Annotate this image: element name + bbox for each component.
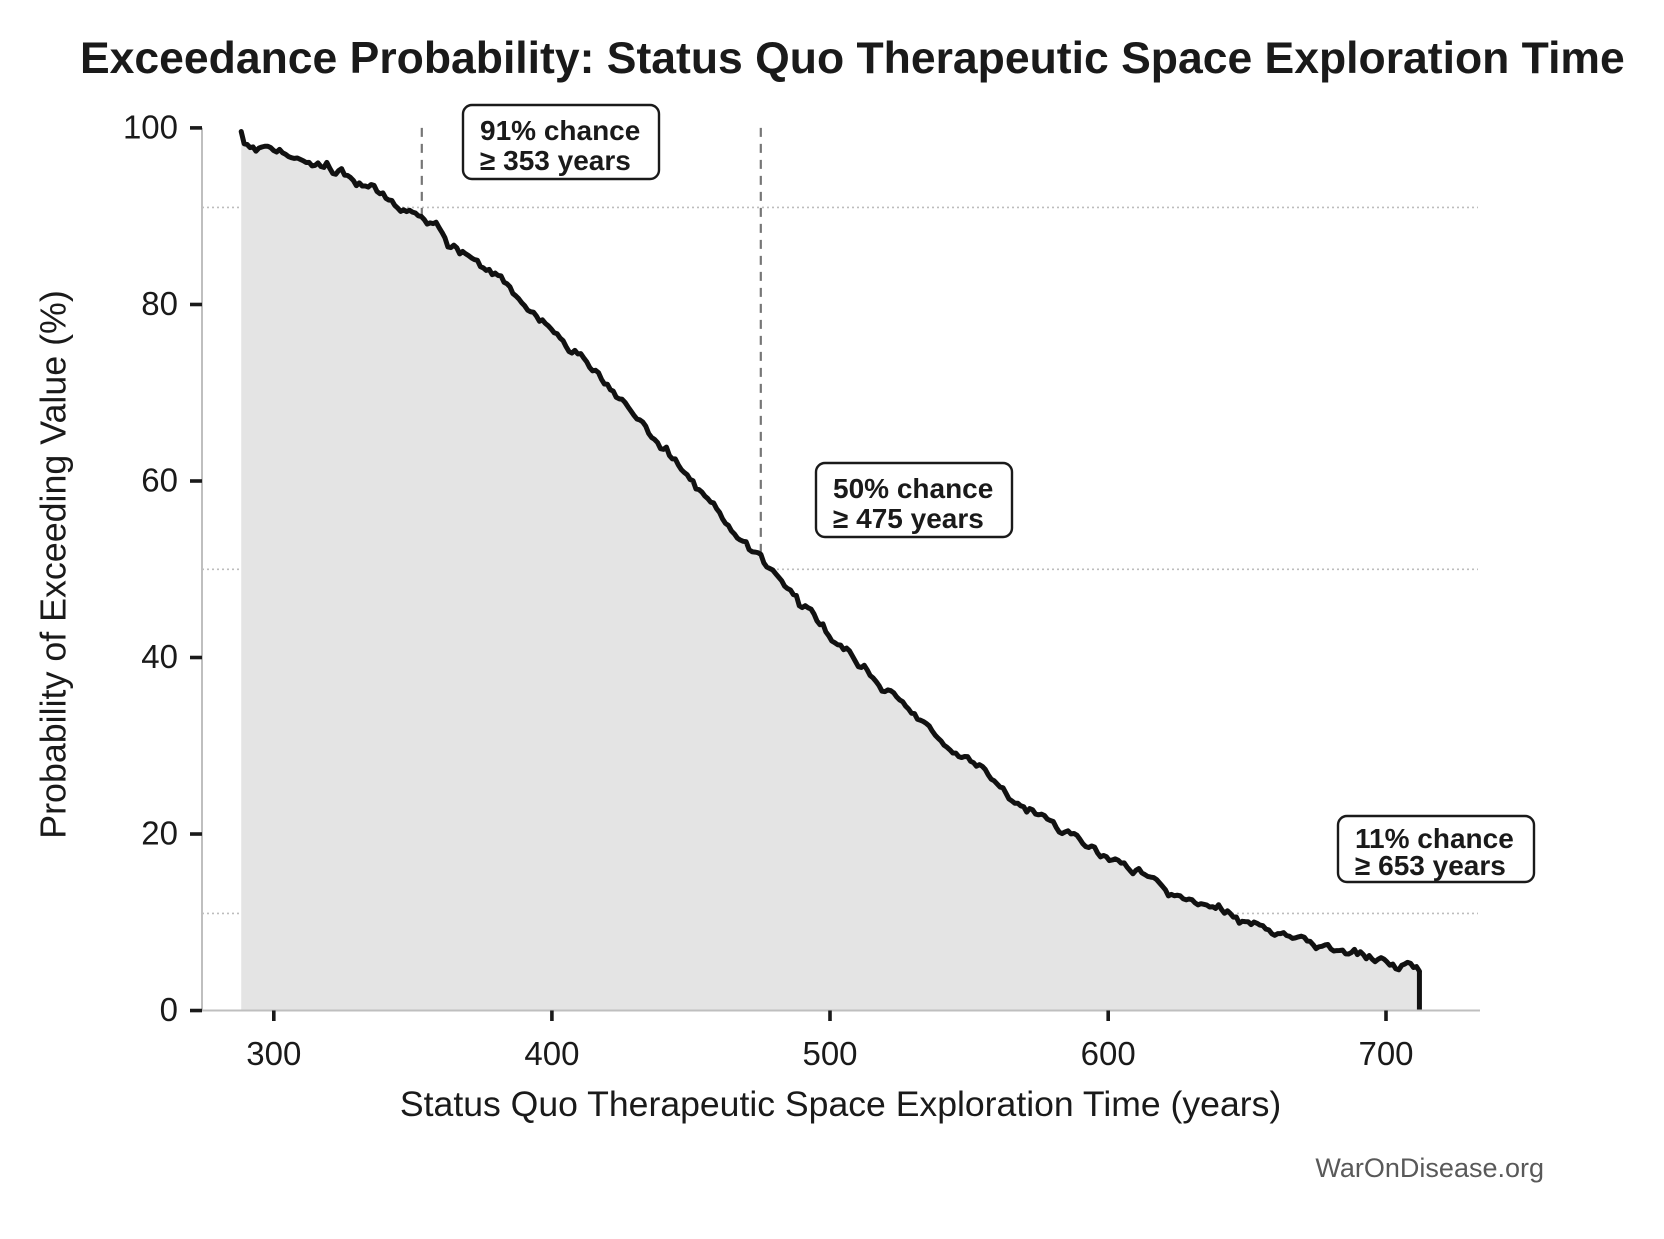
svg-text:500: 500 bbox=[802, 1035, 857, 1072]
svg-text:700: 700 bbox=[1358, 1035, 1413, 1072]
svg-text:40: 40 bbox=[141, 638, 178, 675]
svg-text:600: 600 bbox=[1081, 1035, 1136, 1072]
svg-text:50% chance: 50% chance bbox=[833, 473, 993, 504]
svg-text:Probability of Exceeding Value: Probability of Exceeding Value (%) bbox=[34, 290, 74, 839]
svg-text:60: 60 bbox=[141, 462, 178, 499]
svg-text:300: 300 bbox=[246, 1035, 301, 1072]
svg-text:Status Quo Therapeutic Space E: Status Quo Therapeutic Space Exploration… bbox=[400, 1084, 1281, 1124]
svg-text:400: 400 bbox=[524, 1035, 579, 1072]
svg-text:100: 100 bbox=[123, 109, 178, 146]
svg-text:0: 0 bbox=[160, 991, 178, 1028]
svg-text:≥ 653 years: ≥ 653 years bbox=[1355, 850, 1506, 881]
svg-text:20: 20 bbox=[141, 815, 178, 852]
svg-text:WarOnDisease.org: WarOnDisease.org bbox=[1315, 1153, 1544, 1183]
svg-text:≥ 353 years: ≥ 353 years bbox=[480, 145, 631, 176]
svg-text:≥ 475 years: ≥ 475 years bbox=[833, 503, 984, 534]
svg-text:91% chance: 91% chance bbox=[480, 115, 640, 146]
svg-text:80: 80 bbox=[141, 285, 178, 322]
